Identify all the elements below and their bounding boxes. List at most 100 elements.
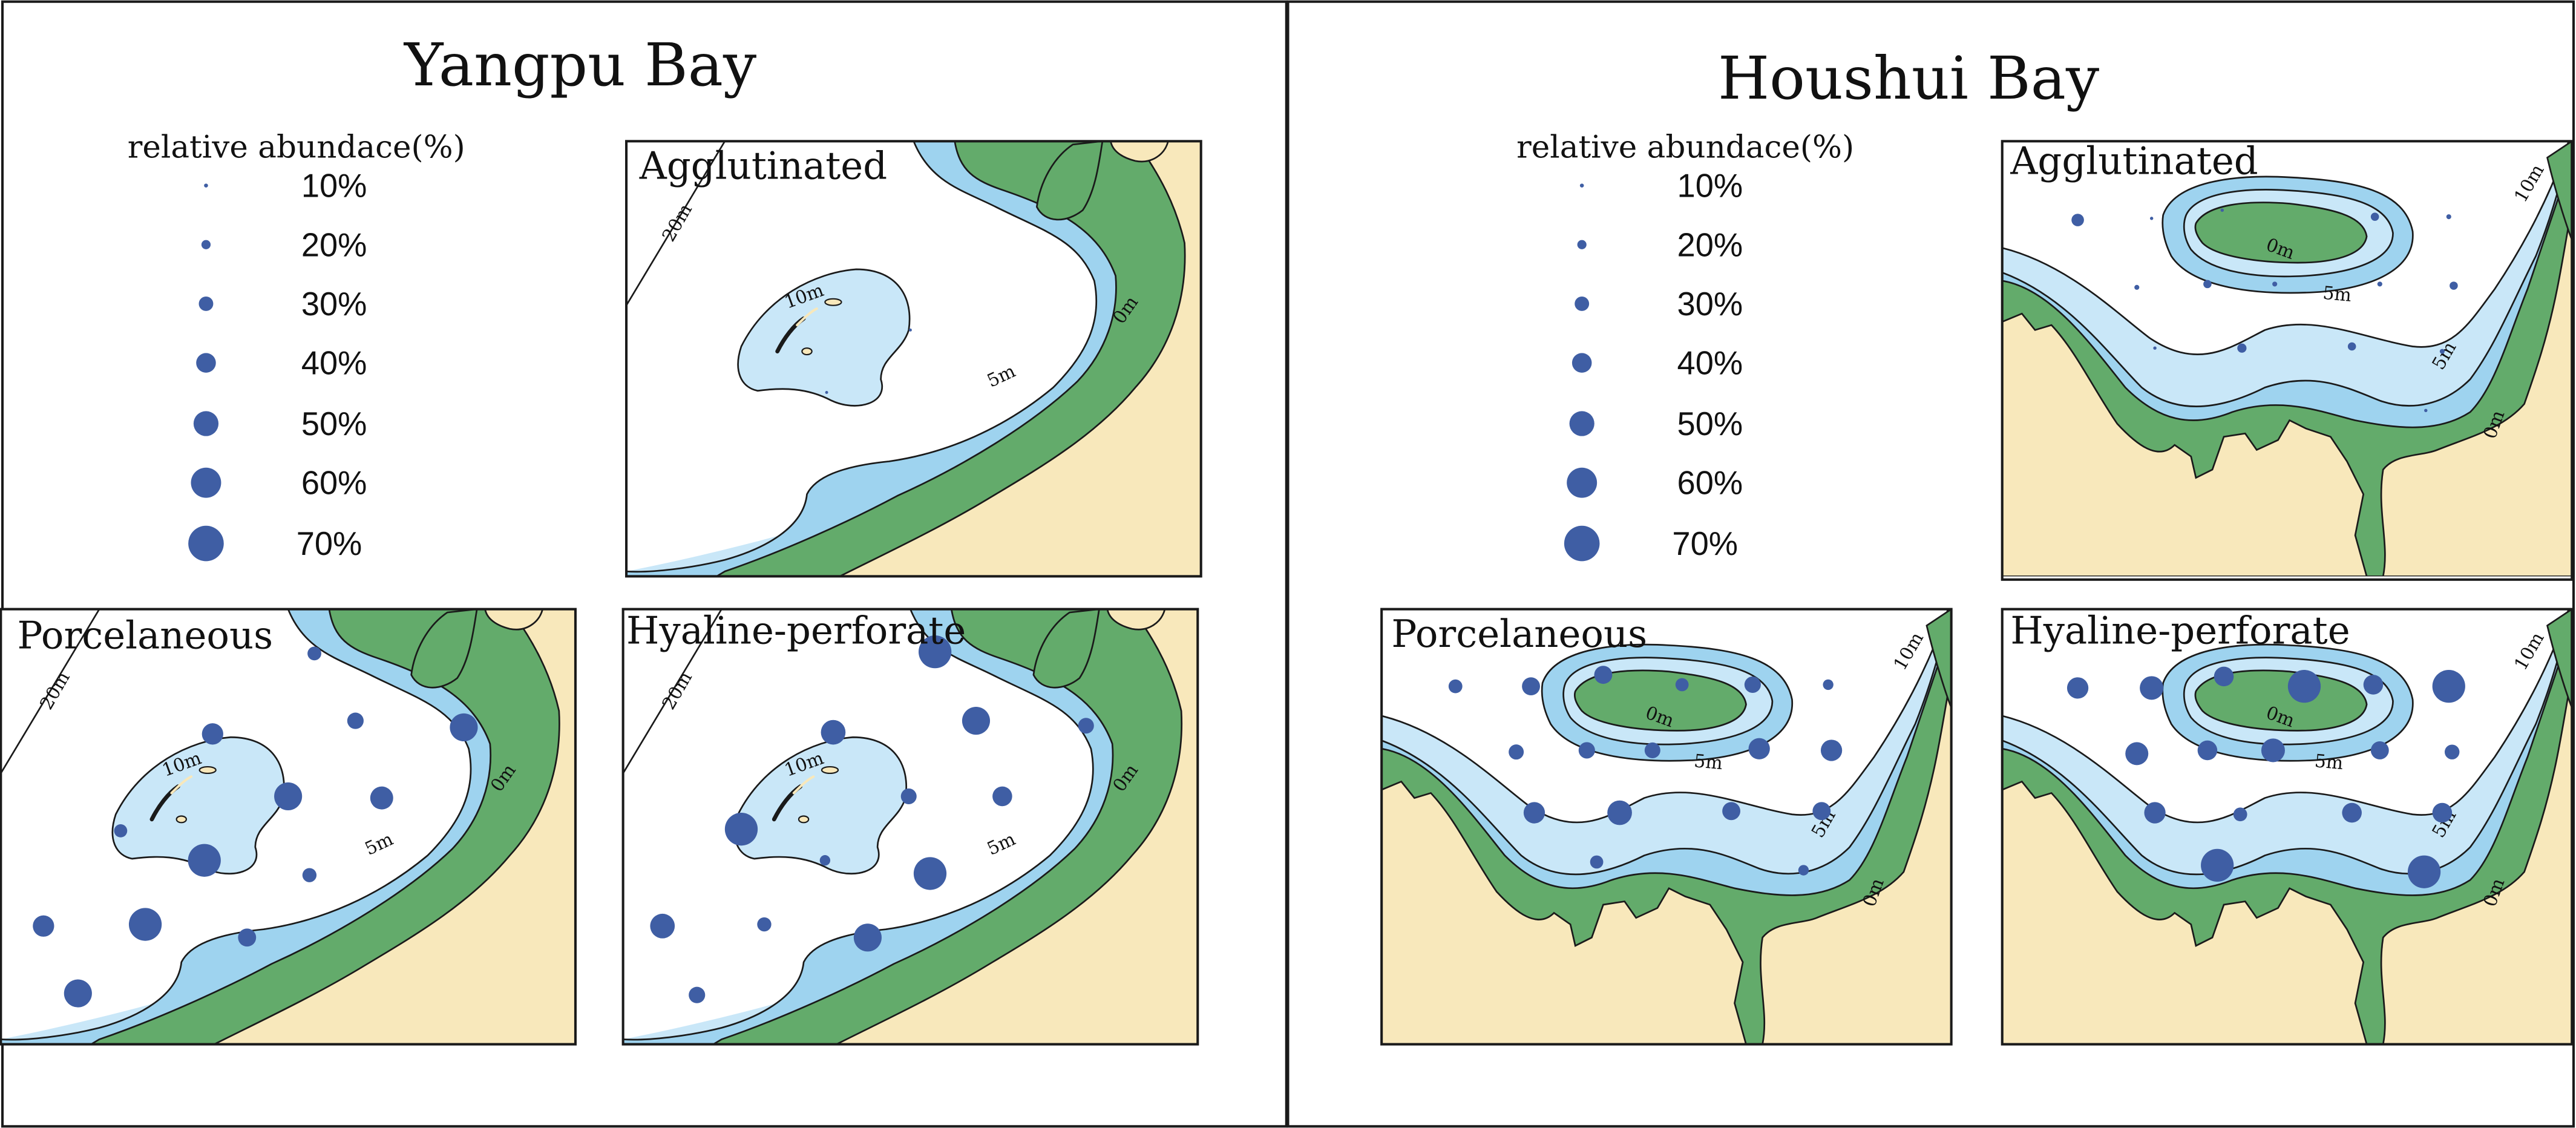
abundance-dots xyxy=(650,635,1094,1003)
map-label: Hyaline-perforate xyxy=(626,609,966,653)
map-label: Porcelaneous xyxy=(17,614,273,658)
abundance-dot xyxy=(2066,677,2089,699)
abundance-dot xyxy=(821,720,846,745)
abundance-dot xyxy=(1820,739,1843,761)
legend-label: 60% xyxy=(1677,465,1743,502)
abundance-dots xyxy=(1448,666,1843,876)
abundance-dot xyxy=(1607,800,1632,825)
legend-dot xyxy=(1577,240,1587,249)
abundance-dot xyxy=(1078,718,1094,734)
houshui-title: Houshui Bay xyxy=(1718,44,2099,113)
legend-label: 70% xyxy=(297,526,362,562)
legend-label: 10% xyxy=(1677,168,1743,205)
legend-dot xyxy=(1575,297,1590,311)
legend-dot xyxy=(1569,411,1594,436)
abundance-dot xyxy=(2203,280,2212,289)
abundance-dots xyxy=(2066,666,2465,888)
houshui-legend: 10% 20% 30% 40% 50% 60% 70% xyxy=(1564,168,1743,562)
abundance-dot xyxy=(33,915,54,937)
abundance-dot xyxy=(2140,676,2164,700)
abundance-dot xyxy=(2287,670,2321,703)
abundance-dot xyxy=(450,713,478,742)
yangpu-title: Yangpu Bay xyxy=(403,31,756,100)
abundance-dot xyxy=(307,646,321,661)
abundance-dot xyxy=(238,928,257,947)
abundance-dot xyxy=(128,908,162,941)
abundance-dot xyxy=(1812,802,1831,821)
abundance-dot xyxy=(853,923,882,952)
abundance-dot xyxy=(302,868,317,882)
abundance-dot xyxy=(992,786,1012,807)
abundance-dot xyxy=(2432,802,2453,823)
map-label: Agglutinated xyxy=(2010,139,2258,183)
abundance-dot xyxy=(1590,855,1604,869)
legend-label: 40% xyxy=(1677,346,1743,382)
abundance-dot xyxy=(1798,865,1809,876)
houshui-hyaline-map: 10m 0m 5m 5m 0m Hyaline-perforate xyxy=(2001,608,2574,1046)
abundance-dot xyxy=(2370,741,2389,759)
abundance-dots xyxy=(2071,208,2458,413)
abundance-dot xyxy=(1523,802,1545,824)
abundance-dot xyxy=(2370,212,2379,221)
contour-label: 5m xyxy=(2314,750,2344,774)
abundance-dot xyxy=(2363,675,2384,695)
abundance-dot xyxy=(2237,343,2247,353)
abundance-dot xyxy=(2144,802,2166,824)
abundance-dot xyxy=(1722,802,1740,821)
legend-dot xyxy=(198,297,214,311)
abundance-dot xyxy=(2450,281,2458,290)
yangpu-panel-border xyxy=(1,0,1288,1128)
legend-dot xyxy=(1567,467,1598,498)
abundance-dot xyxy=(1594,666,1613,684)
yangpu-agglutinated-map: 20m 10m 5m 0m Agglutinated xyxy=(625,140,1202,578)
abundance-dot xyxy=(825,391,828,394)
abundance-dot xyxy=(2424,408,2428,413)
map-label: Agglutinated xyxy=(639,144,887,188)
houshui-panel-border xyxy=(1286,0,2575,1128)
legend-label: 30% xyxy=(1677,286,1743,323)
abundance-dot xyxy=(2125,742,2149,766)
legend-dot xyxy=(196,353,216,373)
abundance-dot xyxy=(650,913,675,939)
abundance-dot xyxy=(1522,677,1540,696)
abundance-dot xyxy=(2407,855,2441,888)
abundance-dot xyxy=(2342,802,2362,823)
abundance-dot xyxy=(900,788,917,804)
legend-dot xyxy=(193,411,219,436)
abundance-dot xyxy=(2220,208,2224,212)
legend-label: 60% xyxy=(301,465,367,502)
abundance-dot xyxy=(2233,807,2247,822)
abundance-dot xyxy=(2153,346,2157,350)
contour-label: 5m xyxy=(2322,283,2352,306)
houshui-agglutinated-map: 10m 0m 5m 5m 0m Agglutinated xyxy=(2001,139,2574,581)
abundance-dot xyxy=(962,707,991,735)
yangpu-legend-title: relative abundace(%) xyxy=(128,129,465,165)
abundance-dot xyxy=(2134,284,2140,290)
abundance-dot xyxy=(2201,848,2234,882)
abundance-dot xyxy=(2347,342,2356,351)
abundance-dot xyxy=(2377,281,2382,287)
abundance-dot xyxy=(2197,740,2218,761)
legend-label: 10% xyxy=(301,168,367,205)
abundance-dot xyxy=(2071,214,2084,226)
abundance-dot xyxy=(909,328,912,332)
abundance-dot xyxy=(2214,666,2234,687)
abundance-dot xyxy=(1748,738,1770,759)
abundance-dot xyxy=(913,857,947,890)
legend-label: 20% xyxy=(1677,227,1743,263)
legend-label: 50% xyxy=(1677,406,1743,442)
yangpu-legend: 10% 20% 30% 40% 50% 60% 70% xyxy=(188,168,367,562)
legend-dot xyxy=(188,525,224,562)
abundance-dot xyxy=(919,635,952,669)
abundance-dot xyxy=(724,813,758,846)
abundance-dot xyxy=(1823,679,1834,690)
contour-label: 5m xyxy=(1693,750,1723,774)
abundance-dot xyxy=(1448,679,1463,694)
abundance-dot xyxy=(1578,742,1595,759)
abundance-dot xyxy=(370,786,393,810)
abundance-dot xyxy=(757,917,772,932)
map-label: Hyaline-perforate xyxy=(2010,609,2350,653)
legend-dot xyxy=(191,467,221,498)
yangpu-hyaline-map: 20m 10m 5m 0m Hyaline-perforate xyxy=(621,608,1199,1046)
abundance-dots xyxy=(33,646,478,1008)
